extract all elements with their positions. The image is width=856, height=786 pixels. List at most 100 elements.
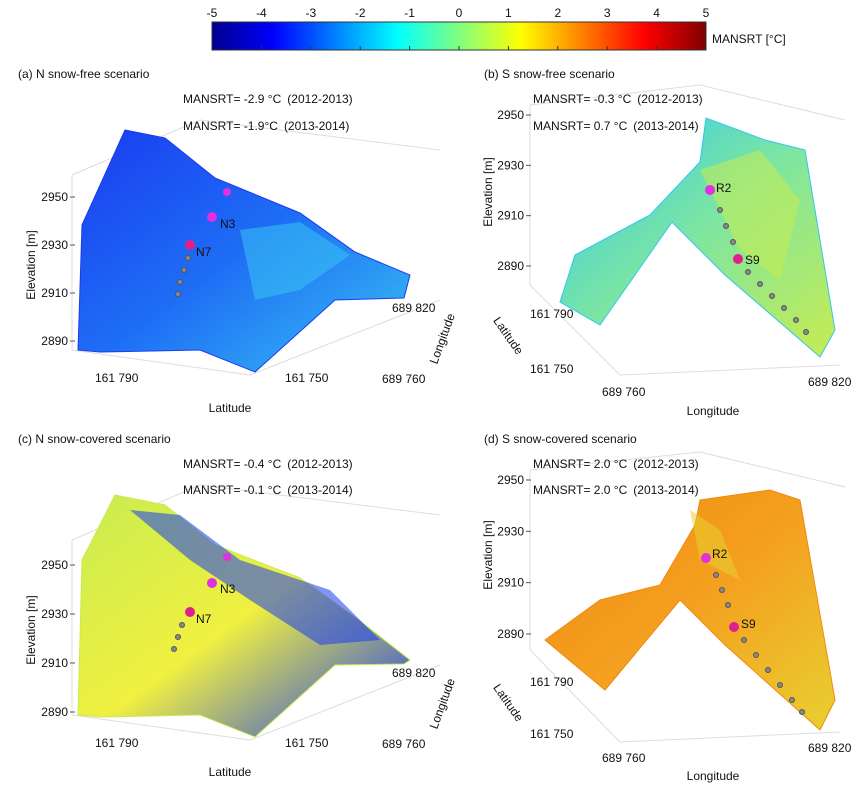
x-tick-label: 161 750 [530, 362, 574, 376]
x-tick-label: 161 750 [530, 727, 574, 741]
transect-dot [175, 291, 181, 297]
axis-box-line [529, 649, 621, 743]
z-tick-label: 2890 [41, 705, 68, 719]
z-axis-label: Elevation [m] [24, 230, 38, 299]
annotation-value: MANSRT= 2.0 °C [533, 457, 628, 471]
terrain-shade [130, 510, 380, 645]
transect-dot [769, 293, 775, 299]
y-axis-label: Longitude [687, 404, 740, 418]
y-tick-label: 689 760 [602, 385, 646, 399]
axis-box-line [699, 451, 846, 488]
sensor-marker [223, 553, 231, 561]
annotation-value: MANSRT= -0.1 °C [183, 483, 282, 497]
transect-dot [741, 637, 747, 643]
transect-dot [717, 207, 723, 213]
sensor-marker [705, 185, 715, 195]
annotation-period: (2013-2014) [287, 483, 352, 497]
colorbar-tick-label: 0 [456, 6, 463, 20]
terrain-shade [700, 150, 800, 280]
z-tick-label: 2890 [497, 627, 524, 641]
x-tick-label: 161 790 [95, 371, 139, 385]
transect-dot [793, 317, 799, 323]
y-tick-label: 689 820 [392, 301, 436, 315]
x-tick-label: 161 790 [530, 675, 574, 689]
terrain-surface [544, 489, 836, 731]
x-axis-label: Latitude [209, 765, 252, 779]
x-tick-label: 161 750 [285, 371, 329, 385]
colorbar-tick-label: -4 [256, 6, 267, 20]
axis-box-line [699, 84, 846, 121]
annotation-value: MANSRT= -0.4 °C [183, 457, 282, 471]
transect-dot [179, 622, 185, 628]
annotation-period: (2013-2014) [633, 119, 698, 133]
sensor-label: N7 [196, 612, 212, 626]
colorbar-tick-label: -2 [355, 6, 366, 20]
axis-box-line [249, 664, 441, 741]
sensor-marker [185, 607, 195, 617]
x-tick-label: 161 750 [285, 736, 329, 750]
y-tick-label: 689 820 [392, 666, 436, 680]
colorbar-tick-label: 3 [604, 6, 611, 20]
sensor-marker [185, 240, 195, 250]
transect-dot [757, 281, 763, 287]
transect-dot [171, 646, 177, 652]
axis-box-line [71, 714, 251, 741]
annotation: MANSRT= -2.9 °C (2012-2013) [183, 92, 353, 106]
annotation: MANSRT= 0.7 °C (2013-2014) [533, 119, 699, 133]
panel-title: (c) N snow-covered scenario [18, 432, 171, 446]
transect-dot [803, 329, 809, 335]
sensor-label: N7 [196, 245, 212, 259]
transect-dot [789, 697, 795, 703]
transect-dot [799, 709, 805, 715]
annotation: MANSRT= 2.0 °C (2013-2014) [533, 483, 699, 497]
y-tick-label: 689 820 [808, 375, 852, 389]
annotation-period: (2012-2013) [637, 92, 702, 106]
annotation-value: MANSRT= -2.9 °C [183, 92, 282, 106]
sensor-label: R2 [712, 547, 728, 561]
sensor-label: N3 [220, 582, 236, 596]
transect-dot [781, 305, 787, 311]
z-axis-label: Elevation [m] [481, 157, 495, 226]
sensor-label: S9 [741, 617, 756, 631]
sensor-marker [223, 188, 231, 196]
colorbar-tick-label: -1 [404, 6, 415, 20]
z-axis-label: Elevation [m] [24, 595, 38, 664]
transect-dot [713, 572, 719, 578]
z-tick-label: 2950 [497, 108, 524, 122]
colorbar-tick-label: 1 [505, 6, 512, 20]
x-tick-label: 161 790 [530, 307, 574, 321]
x-axis-label: Latitude [490, 314, 526, 357]
annotation-period: (2013-2014) [633, 483, 698, 497]
y-tick-label: 689 760 [382, 372, 426, 386]
axis-box-line [529, 451, 701, 471]
transect-dot [745, 269, 751, 275]
transect-dot [175, 634, 181, 640]
axis-box-line [619, 364, 841, 376]
transect-dot [777, 682, 783, 688]
transect-dot [723, 223, 729, 229]
z-tick-label: 2950 [41, 190, 68, 204]
annotation: MANSRT= -1.9°C (2013-2014) [183, 119, 349, 133]
transect-dot [181, 267, 187, 273]
axis-box-line [71, 349, 251, 376]
z-tick-label: 2930 [497, 524, 524, 538]
sensor-marker [207, 578, 217, 588]
z-tick-label: 2950 [497, 473, 524, 487]
colorbar-tick-label: 2 [554, 6, 561, 20]
annotation: MANSRT= -0.1 °C (2013-2014) [183, 483, 353, 497]
sensor-label: R2 [716, 181, 732, 195]
axis-box-line [529, 284, 621, 376]
axis-box-line [619, 731, 841, 743]
z-tick-label: 2910 [41, 656, 68, 670]
x-axis-label: Latitude [209, 401, 252, 415]
y-axis-label: Longitude [687, 769, 740, 783]
annotation: MANSRT= 2.0 °C (2012-2013) [533, 457, 699, 471]
x-tick-label: 161 790 [95, 736, 139, 750]
z-tick-label: 2930 [41, 238, 68, 252]
z-tick-label: 2910 [497, 576, 524, 590]
z-tick-label: 2910 [497, 209, 524, 223]
y-axis-label: Longitude [427, 676, 458, 731]
axis-box-line [199, 484, 441, 516]
transect-dot [765, 667, 771, 673]
